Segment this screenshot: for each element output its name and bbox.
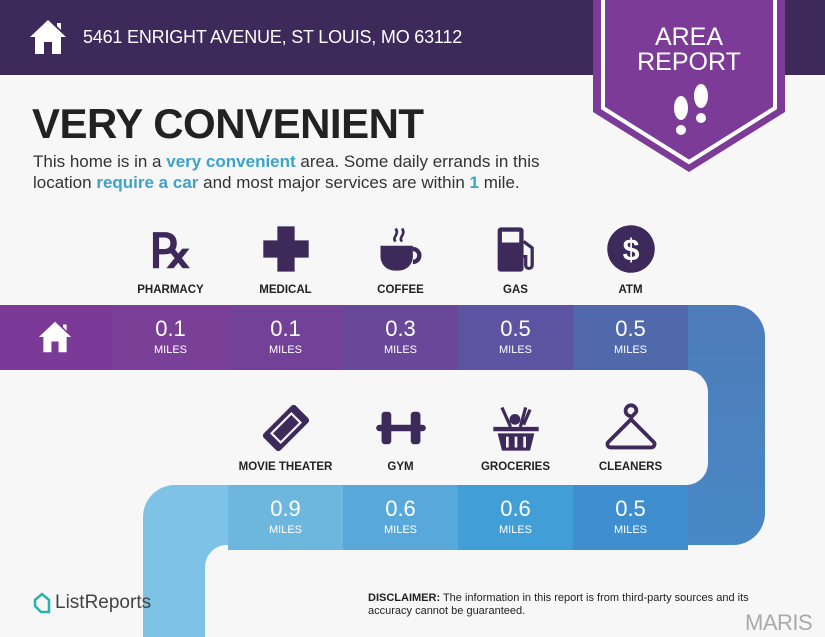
hanger-icon — [573, 401, 688, 455]
svg-text:℞: ℞ — [149, 225, 192, 276]
rx-icon: ℞ — [113, 222, 228, 276]
distance-value: 0.5 — [500, 316, 531, 341]
distance-cell-coffee: 0.3 MILES — [343, 305, 458, 370]
address: 5461 ENRIGHT AVENUE, ST LOUIS, MO 63112 — [83, 27, 463, 47]
highlight: require a car — [96, 173, 199, 192]
house-icon — [38, 321, 72, 353]
amenity-label-cleaners: CLEANERS — [598, 461, 663, 473]
distance-unit: MILES — [613, 524, 647, 536]
ticket-icon — [228, 401, 343, 455]
highlight: very convenient — [166, 152, 296, 171]
distance-unit: MILES — [383, 344, 417, 356]
disclaimer-text: The information in this report is from t… — [368, 592, 749, 617]
distance-cell-medical: 0.1 MILES — [228, 305, 343, 370]
description: This home is in a very convenient area. … — [33, 151, 593, 193]
distance-unit: MILES — [153, 344, 187, 356]
distance-value: 0.1 — [155, 316, 186, 341]
dumbbell-icon — [343, 401, 458, 455]
amenity-label-coffee: COFFEE — [377, 284, 424, 296]
distance-unit: MILES — [613, 344, 647, 356]
footprints-icon — [674, 84, 708, 135]
distance-unit: MILES — [268, 524, 302, 536]
headline: VERY CONVENIENT — [32, 100, 424, 147]
distance-unit: MILES — [498, 524, 532, 536]
amenity-label-gas: GAS — [503, 284, 528, 296]
badge-line2: REPORT — [637, 48, 741, 76]
gas-pump-icon — [458, 222, 573, 276]
grocery-basket-icon — [458, 401, 573, 455]
amenity-label-pharmacy: PHARMACY — [137, 284, 204, 296]
distance-cell-gas: 0.5 MILES — [458, 305, 573, 370]
coffee-cup-icon — [343, 222, 458, 276]
listreports-logo: ListReports — [33, 592, 151, 614]
distance-cell-atm: 0.5 MILES — [573, 305, 688, 370]
distance-value: 0.6 — [500, 496, 531, 521]
medical-cross-icon — [228, 222, 343, 276]
distance-cell-movie-theater: 0.9 MILES — [228, 485, 343, 550]
house-icon — [30, 20, 66, 54]
dollar-icon: $ — [573, 222, 688, 276]
distance-value: 0.5 — [615, 316, 646, 341]
distance-value: 0.9 — [270, 496, 301, 521]
distance-cell-groceries: 0.6 MILES — [458, 485, 573, 550]
distance-value: 0.5 — [615, 496, 646, 521]
svg-text:$: $ — [622, 234, 639, 267]
distance-unit: MILES — [498, 344, 532, 356]
amenity-label-movie-theater: MOVIE THEATER — [238, 461, 333, 473]
distance-cell-gym: 0.6 MILES — [343, 485, 458, 550]
logo-text: ListReports — [55, 592, 152, 613]
distance-unit: MILES — [268, 344, 302, 356]
badge-text: AREA REPORT — [593, 25, 785, 75]
amenity-label-groceries: GROCERIES — [480, 461, 550, 473]
track-gap-bottom — [205, 545, 825, 637]
distance-value: 0.1 — [270, 316, 301, 341]
distance-cell-cleaners: 0.5 MILES — [573, 485, 688, 550]
text: and most major services are within — [198, 173, 470, 192]
disclaimer: DISCLAIMER: The information in this repo… — [368, 592, 788, 618]
badge-line1: AREA — [654, 23, 724, 51]
distance-value: 0.3 — [385, 316, 416, 341]
amenity-label-medical: MEDICAL — [259, 284, 312, 296]
text: mile. — [479, 173, 520, 192]
text: This home is in a — [33, 152, 167, 171]
distance-cell-pharmacy: 0.1 MILES — [113, 305, 228, 370]
highlight: 1 — [469, 173, 480, 192]
amenity-label-gym: GYM — [387, 461, 414, 473]
text: area. Some daily errands in this locatio… — [33, 152, 540, 192]
watermark: MARIS — [745, 610, 813, 635]
disclaimer-label: DISCLAIMER: — [368, 592, 441, 604]
logo-icon — [33, 592, 51, 614]
amenity-label-atm: ATM — [618, 284, 643, 296]
distance-value: 0.6 — [385, 496, 416, 521]
track-gap — [0, 370, 708, 485]
area-report-badge — [593, 0, 785, 172]
distance-unit: MILES — [383, 524, 417, 536]
